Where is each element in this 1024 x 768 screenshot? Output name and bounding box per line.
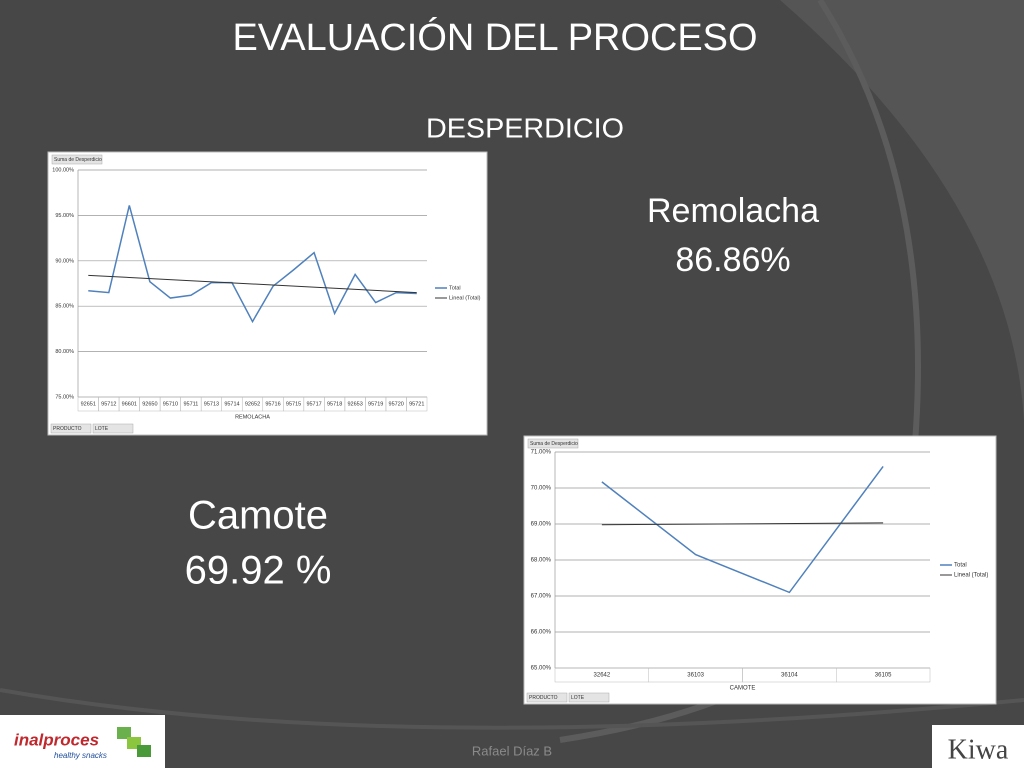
x-tick-label: 95718 bbox=[327, 401, 342, 407]
x-tick-label: 95712 bbox=[101, 401, 116, 407]
y-tick-label: 100.00% bbox=[52, 167, 74, 173]
x-tick-label: 95721 bbox=[409, 401, 424, 407]
chart-title-box bbox=[51, 154, 103, 165]
filter-button bbox=[92, 423, 134, 434]
trend-line bbox=[88, 274, 417, 294]
legend-label: Lineal (Total) bbox=[449, 295, 481, 301]
x-tick-label: 95720 bbox=[389, 401, 404, 407]
y-tick-label: 69.00% bbox=[531, 522, 552, 528]
y-tick-label: 65.00% bbox=[531, 666, 552, 672]
x-tick-label: 92653 bbox=[347, 401, 362, 407]
author: Rafael Díaz B bbox=[472, 743, 552, 758]
legend-label: Lineal (Total) bbox=[954, 573, 988, 579]
product-value: 69.92 % bbox=[185, 549, 332, 593]
y-tick-label: 68.00% bbox=[531, 558, 552, 564]
logo-icon bbox=[137, 745, 151, 757]
y-tick-label: 67.00% bbox=[531, 594, 552, 600]
background-curve bbox=[780, 0, 1024, 420]
y-tick-label: 70.00% bbox=[531, 486, 552, 492]
x-tick-label: 36105 bbox=[875, 673, 892, 679]
background-curve bbox=[0, 688, 1024, 730]
x-tick-label: 95711 bbox=[183, 401, 198, 407]
x-tick-cell bbox=[406, 396, 428, 412]
y-tick-label: 90.00% bbox=[55, 258, 74, 264]
x-tick-label: 95713 bbox=[204, 401, 219, 407]
series-line bbox=[88, 205, 417, 324]
filter-label: LOTE bbox=[571, 695, 585, 701]
filter-button bbox=[568, 692, 610, 703]
product-label: Camote bbox=[188, 494, 328, 538]
y-tick-label: 95.00% bbox=[55, 213, 74, 219]
x-axis-label: CAMOTE bbox=[730, 686, 756, 692]
logo-tagline: healthy snacks bbox=[54, 751, 107, 760]
x-tick-label: 95715 bbox=[286, 401, 301, 407]
x-tick-label: 36103 bbox=[687, 673, 704, 679]
slide-subtitle: DESPERDICIO bbox=[426, 112, 624, 143]
x-axis-label: REMOLACHA bbox=[235, 414, 270, 420]
x-tick-label: 95717 bbox=[306, 401, 321, 407]
y-tick-label: 71.00% bbox=[531, 450, 552, 456]
y-tick-label: 85.00% bbox=[55, 304, 74, 310]
x-tick-label: 95719 bbox=[368, 401, 383, 407]
x-tick-label: 32642 bbox=[594, 673, 611, 679]
x-tick-label: 92650 bbox=[142, 401, 157, 407]
product-value: 86.86% bbox=[675, 241, 790, 279]
x-tick-label: 96601 bbox=[122, 401, 137, 407]
product-label: Remolacha bbox=[647, 192, 819, 230]
y-tick-label: 75.00% bbox=[55, 394, 74, 400]
logo-icon bbox=[117, 727, 131, 739]
legend-label: Total bbox=[449, 285, 461, 291]
slide-title: EVALUACIÓN DEL PROCESO bbox=[233, 16, 758, 59]
y-tick-label: 66.00% bbox=[531, 630, 552, 636]
filter-button bbox=[526, 692, 568, 703]
x-tick-label: 95714 bbox=[224, 401, 239, 407]
filter-label: LOTE bbox=[95, 426, 109, 432]
filter-button bbox=[50, 423, 92, 434]
chart-box bbox=[523, 435, 997, 705]
x-tick-label: 36104 bbox=[781, 673, 798, 679]
y-tick-label: 80.00% bbox=[55, 349, 74, 355]
chart-title: Suma de Desperdicio bbox=[530, 441, 578, 447]
x-tick-label: 92652 bbox=[245, 401, 260, 407]
x-tick-label: 95710 bbox=[163, 401, 178, 407]
filter-label: PRODUCTO bbox=[529, 695, 558, 701]
chart-title-box bbox=[527, 438, 579, 449]
series-line bbox=[601, 465, 884, 594]
chart-title: Suma de Desperdicio bbox=[54, 157, 102, 163]
filter-label: PRODUCTO bbox=[53, 426, 82, 432]
x-tick-label: 92651 bbox=[81, 401, 96, 407]
logo-text: inalproces bbox=[14, 730, 99, 749]
trend-line bbox=[601, 522, 884, 526]
x-tick-cell bbox=[836, 667, 931, 683]
logo-text: Kiwa bbox=[948, 734, 1009, 765]
x-tick-label: 95716 bbox=[265, 401, 280, 407]
chart-box bbox=[47, 151, 488, 436]
legend-label: Total bbox=[954, 563, 967, 569]
logo-box bbox=[932, 725, 1024, 768]
